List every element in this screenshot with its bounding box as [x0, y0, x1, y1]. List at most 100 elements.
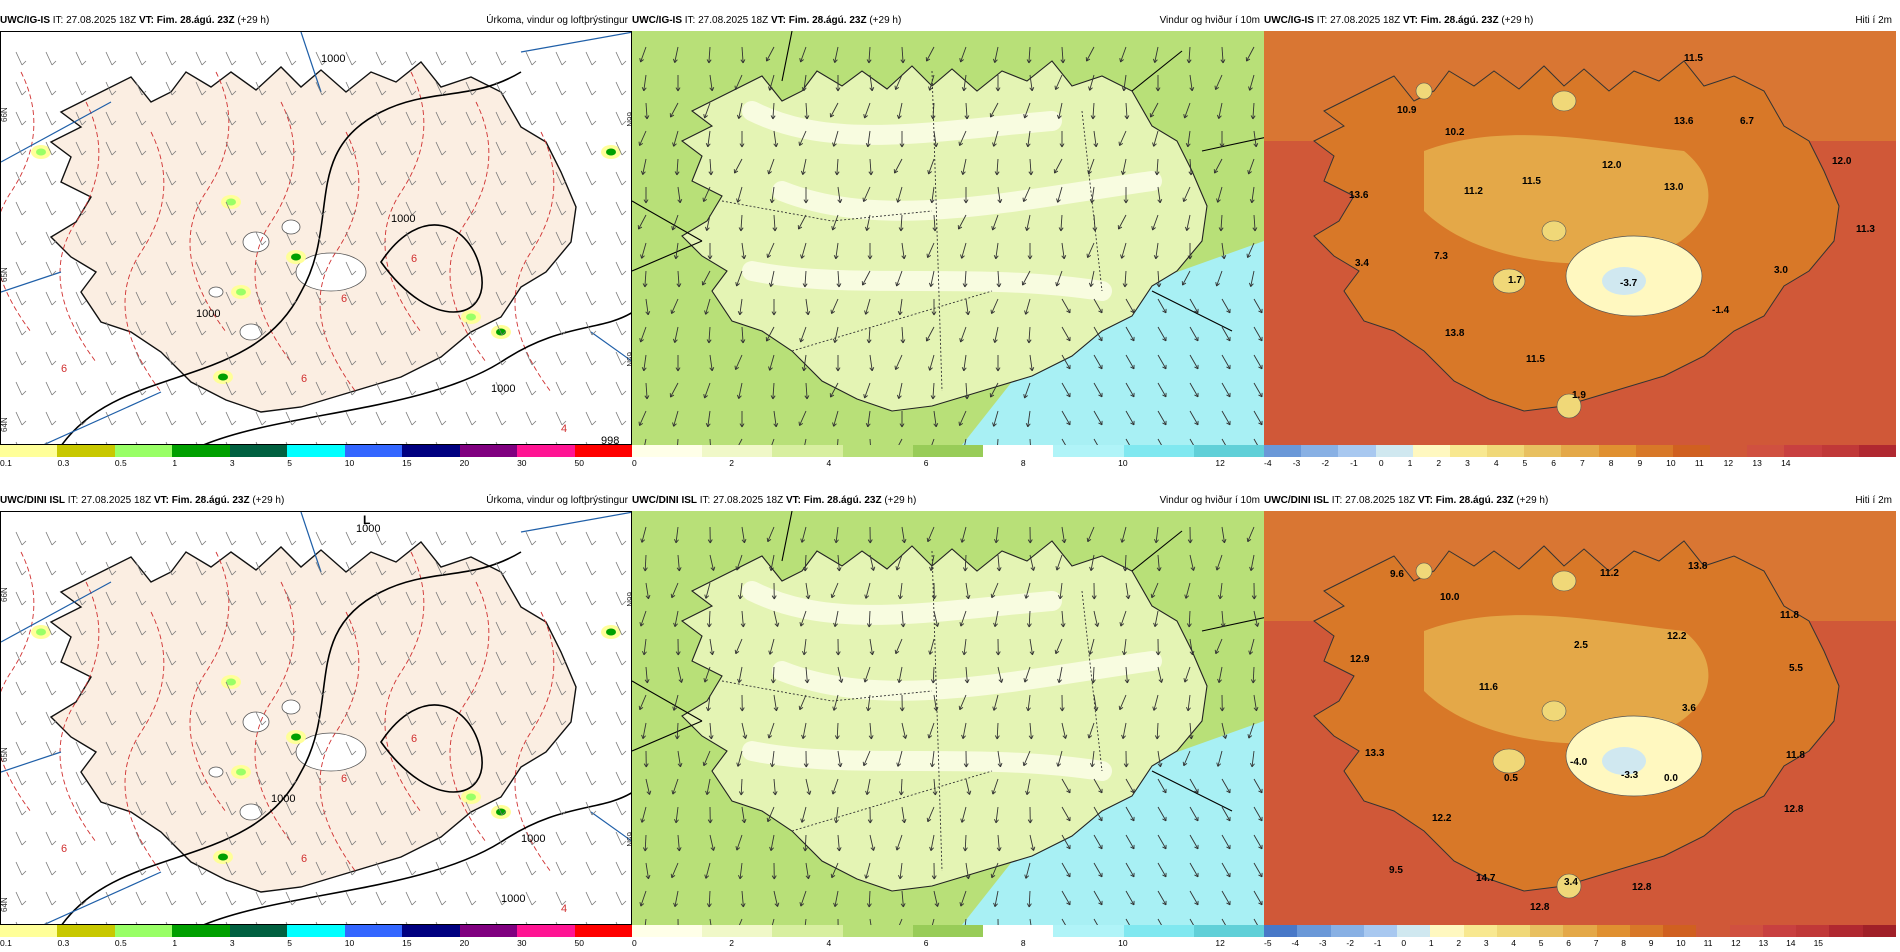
scale-tick-label: 4 — [1494, 458, 1499, 468]
map-panel-temp: UWC/IG-IS IT: 27.08.2025 18Z VT: Fim. 28… — [1264, 12, 1896, 472]
temperature-value-label: 11.8 — [1780, 610, 1799, 621]
temperature-value-label: 13.0 — [1664, 182, 1684, 193]
init-time: IT: 27.08.2025 18Z — [1317, 15, 1400, 26]
scale-tick-label: 4 — [1511, 938, 1516, 948]
color-swatch — [1636, 445, 1673, 457]
glacier — [240, 804, 262, 820]
isotherm-label: 4 — [561, 423, 567, 435]
scale-tick-label: 3 — [1484, 938, 1489, 948]
isobar-label: 998 — [601, 435, 619, 445]
color-swatch — [57, 445, 114, 457]
scale-tick-label: 20 — [460, 938, 469, 948]
color-swatch — [460, 445, 517, 457]
latitude-label: 65N — [625, 832, 632, 847]
temperature-value-label: 13.6 — [1674, 116, 1694, 127]
scale-tick-label: 7 — [1580, 458, 1585, 468]
scale-tick-label: 0.3 — [57, 458, 69, 468]
isotherm-label: 6 — [341, 293, 347, 305]
temperature-value-label: 3.4 — [1355, 258, 1369, 269]
isobar-label: 1000 — [391, 213, 415, 225]
init-time: IT: 27.08.2025 18Z — [53, 15, 136, 26]
color-swatch — [1331, 925, 1364, 937]
isotherm-label: 6 — [301, 373, 307, 385]
scale-tick-label: 10 — [345, 938, 354, 948]
scale-tick-label: -2 — [1321, 458, 1329, 468]
cold-spot — [1552, 91, 1576, 111]
scale-tick-label: 10 — [1118, 458, 1127, 468]
cold-spot — [1542, 221, 1566, 241]
isotherm-label: 4 — [561, 903, 567, 915]
cold-spot — [1542, 701, 1566, 721]
scale-tick-label: 5 — [287, 938, 292, 948]
lead-time: (+29 h) — [1501, 15, 1533, 26]
scale-tick-label: 3 — [230, 458, 235, 468]
scale-tick-label: 9 — [1649, 938, 1654, 948]
scale-tick-label: 9 — [1637, 458, 1642, 468]
color-swatch — [1784, 445, 1821, 457]
scale-tick-label: 15 — [402, 458, 411, 468]
scale-tick-label: -2 — [1346, 938, 1354, 948]
scale-tick-label: 13 — [1752, 458, 1761, 468]
scale-tick-label: 12 — [1731, 938, 1740, 948]
scale-tick-label: 6 — [924, 938, 929, 948]
temperature-value-label: 13.6 — [1349, 190, 1369, 201]
panel-title: Vindur og hviður í 10m — [1160, 492, 1260, 510]
map-area[interactable] — [632, 31, 1264, 445]
scale-tick-label: 10 — [345, 458, 354, 468]
temperature-value-label: 12.8 — [1632, 882, 1652, 893]
latitude-label: 66N — [1, 587, 9, 602]
color-swatch — [1563, 925, 1596, 937]
temperature-value-label: 10.2 — [1445, 127, 1465, 138]
scale-tick-label: 8 — [1021, 458, 1026, 468]
color-scale-bar — [632, 445, 1264, 457]
color-scale-bar — [0, 925, 632, 937]
precip-core — [236, 769, 246, 776]
scale-tick-label: -1 — [1374, 938, 1382, 948]
temperature-value-label: 5.5 — [1789, 663, 1803, 674]
scale-tick-label: 50 — [575, 938, 584, 948]
scale-tick-label: 5 — [1523, 458, 1528, 468]
model-name: UWC/DINI ISL — [632, 495, 697, 506]
scale-tick-label: 30 — [517, 938, 526, 948]
color-swatch — [913, 445, 983, 457]
scale-tick-label: 2 — [1436, 458, 1441, 468]
model-name: UWC/IG-IS — [632, 15, 682, 26]
panel-header: UWC/IG-IS IT: 27.08.2025 18Z VT: Fim. 28… — [1264, 12, 1896, 30]
lead-time: (+29 h) — [237, 15, 269, 26]
precip-core — [36, 629, 46, 636]
scale-tick-label: 15 — [1814, 938, 1823, 948]
color-swatch — [575, 445, 632, 457]
scale-tick-label: 1 — [172, 938, 177, 948]
color-swatch — [843, 925, 913, 937]
temperature-value-label: 13.8 — [1445, 328, 1465, 339]
scale-tick-label: 8 — [1021, 938, 1026, 948]
temperature-value-label: 3.6 — [1682, 703, 1696, 714]
temperature-value-label: 10.9 — [1397, 105, 1417, 116]
scale-tick-label: 0.5 — [115, 938, 127, 948]
color-swatch — [287, 445, 344, 457]
isobar-label: 1000 — [491, 383, 515, 395]
color-swatch — [402, 445, 459, 457]
map-area[interactable] — [632, 511, 1264, 925]
panel-header: UWC/IG-IS IT: 27.08.2025 18Z VT: Fim. 28… — [0, 12, 632, 30]
temperature-value-label: 13.3 — [1365, 748, 1385, 759]
cold-spot — [1416, 83, 1432, 99]
temperature-value-label: 6.7 — [1740, 116, 1754, 127]
isotherm-label: 6 — [301, 853, 307, 865]
color-scale-bar — [1264, 445, 1896, 457]
latitude-label: 64N — [1, 417, 9, 432]
precip-core — [606, 149, 616, 156]
isotherm-label: 6 — [411, 733, 417, 745]
temperature-value-label: -3.3 — [1621, 770, 1639, 781]
temperature-value-label: 11.2 — [1600, 568, 1619, 579]
scale-tick-label: 4 — [826, 458, 831, 468]
color-swatch — [1264, 925, 1297, 937]
temperature-value-label: 12.2 — [1432, 813, 1452, 824]
temperature-value-label: 12.8 — [1784, 804, 1804, 815]
scale-tick-label: -5 — [1264, 938, 1272, 948]
